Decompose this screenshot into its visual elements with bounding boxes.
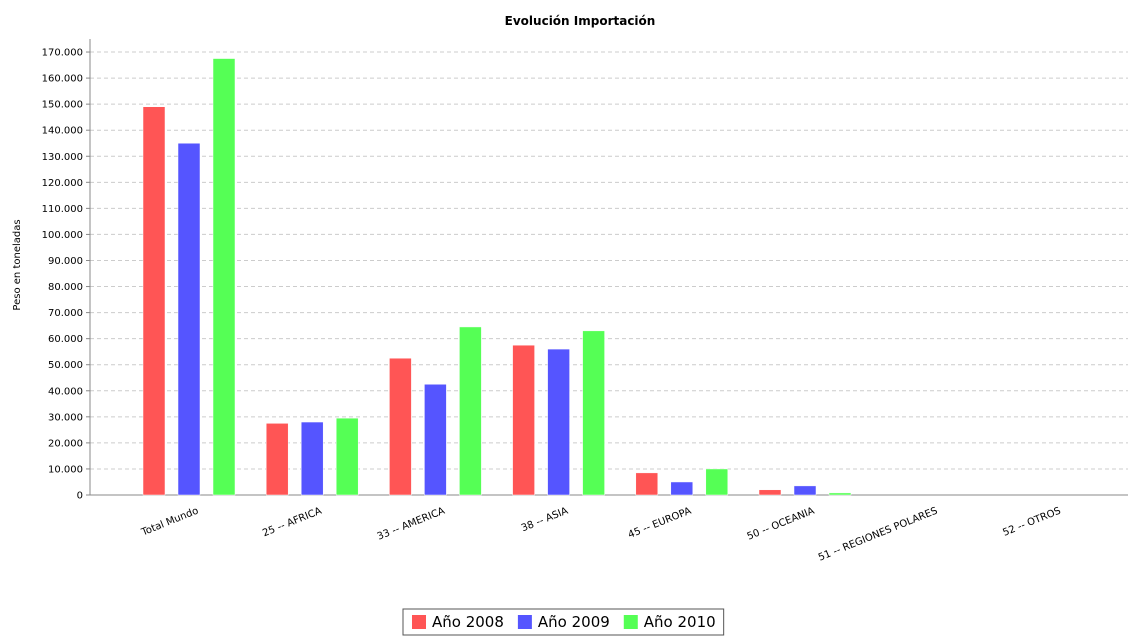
bar (335, 417, 359, 496)
bar (300, 421, 324, 496)
legend-swatch (517, 615, 532, 629)
y-tick-label: 140.000 (42, 126, 83, 137)
bar (212, 58, 236, 496)
axes (86, 39, 1128, 496)
bar (705, 468, 729, 496)
y-tick-labels: 0 10.000 20.000 30.000 40.000 50.000 60.000 70.… (42, 48, 83, 502)
bar (424, 384, 447, 496)
y-tick-label: 70.000 (48, 308, 83, 319)
y-tick-label: 170.000 (42, 48, 83, 59)
bar (389, 357, 412, 496)
y-tick-label: 130.000 (42, 152, 83, 163)
legend-swatch (412, 615, 426, 629)
bar (670, 481, 694, 496)
x-tick-label: 52 -- OTROS (1001, 506, 1062, 539)
legend: Año 2008 Año 2009 Año 2010 (402, 608, 725, 636)
y-tick-label: 80.000 (48, 282, 83, 293)
chart-title: Evolución Importación (505, 14, 656, 28)
bar (582, 330, 605, 496)
x-tick-label: 25 -- AFRICA (261, 506, 323, 540)
y-axis-label: Peso en toneladas (12, 219, 23, 310)
y-tick-label: 150.000 (42, 100, 83, 111)
y-tick-label: 10.000 (48, 464, 83, 475)
bar (793, 485, 817, 496)
legend-box (402, 608, 725, 636)
legend-swatch (623, 615, 638, 629)
bar (177, 142, 201, 496)
x-tick-label: 33 -- AMERICA (376, 506, 447, 543)
y-tick-label: 110.000 (42, 204, 83, 215)
x-tick-label: 38 -- ASIA (520, 506, 570, 535)
y-tick-label: 100.000 (42, 230, 83, 241)
y-tick-label: 60.000 (48, 334, 83, 345)
x-tick-label: 45 -- EUROPA (627, 506, 693, 541)
bar (758, 489, 782, 496)
y-tick-label: 90.000 (48, 256, 83, 267)
y-tick-label: 30.000 (48, 412, 83, 423)
plot-area (90, 39, 1128, 495)
y-tick-label: 0 (77, 491, 83, 502)
grid-lines (90, 39, 1128, 495)
bar (459, 326, 482, 496)
x-tick-label: Total Mundo (139, 506, 200, 539)
y-tick-label: 160.000 (42, 74, 83, 85)
x-tick-label: 51 -- REGIONES POLARES (817, 506, 939, 564)
legend-label: Año 2009 (538, 613, 610, 631)
y-tick-label: 40.000 (48, 386, 83, 397)
bar (547, 348, 570, 496)
x-tick-labels: Total Mundo 25 -- AFRICA 33 -- AMERICA 38 -… (139, 506, 1062, 564)
y-tick-label: 50.000 (48, 360, 83, 371)
bar (265, 423, 289, 496)
bar (142, 106, 166, 496)
y-tick-label: 20.000 (48, 438, 83, 449)
legend-label: Año 2008 (432, 613, 504, 631)
legend-label: Año 2010 (644, 613, 716, 631)
x-tick-label: 50 -- OCEANIA (746, 506, 817, 543)
bar (635, 472, 659, 496)
bar (512, 344, 535, 496)
y-tick-label: 120.000 (42, 178, 83, 189)
bar (828, 492, 852, 496)
bars (142, 58, 852, 496)
